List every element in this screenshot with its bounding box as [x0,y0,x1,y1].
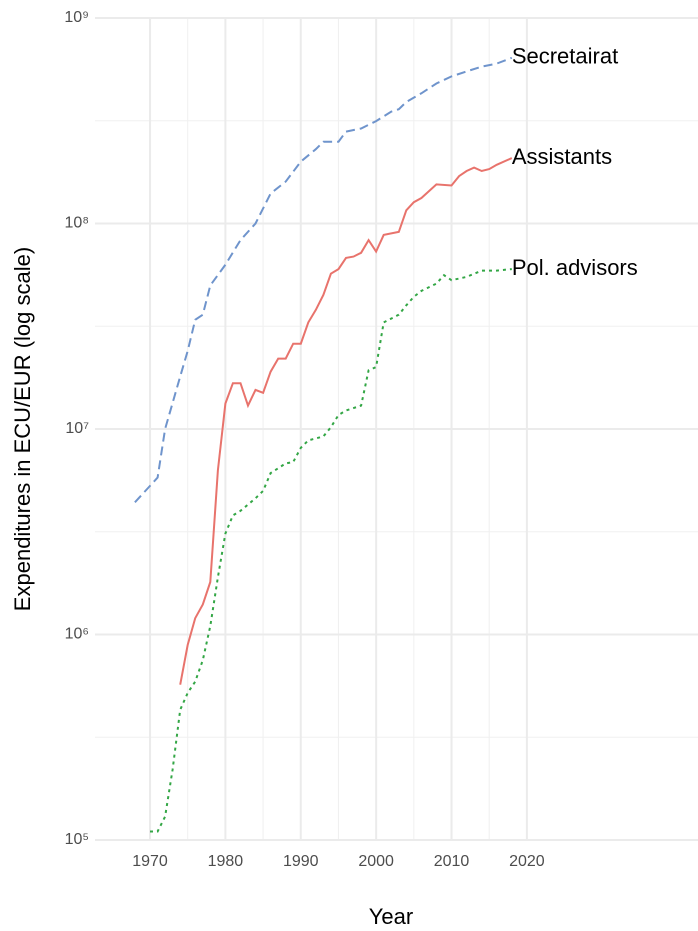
y-tick-label: 10⁶ [65,626,89,643]
x-tick-label: 2010 [434,853,470,870]
x-axis-title: Year [369,904,413,929]
x-tick-label: 2000 [358,853,394,870]
y-tick-label: 10⁵ [65,831,89,848]
x-tick-label: 1980 [208,853,244,870]
series-line [179,157,513,685]
series-line [150,268,512,833]
y-tick-label: 10⁹ [64,9,89,26]
series-line [134,56,513,503]
series-label: Secretairat [512,44,618,69]
y-axis-title: Expenditures in ECU/EUR (log scale) [10,247,35,611]
y-tick-label: 10⁸ [64,215,89,232]
y-tick-label: 10⁷ [65,420,89,437]
series-label: Assistants [512,144,612,169]
series-label: Pol. advisors [512,255,638,280]
x-tick-label: 1990 [283,853,319,870]
x-tick-label: 2020 [509,853,545,870]
x-tick-label: 1970 [132,853,168,870]
